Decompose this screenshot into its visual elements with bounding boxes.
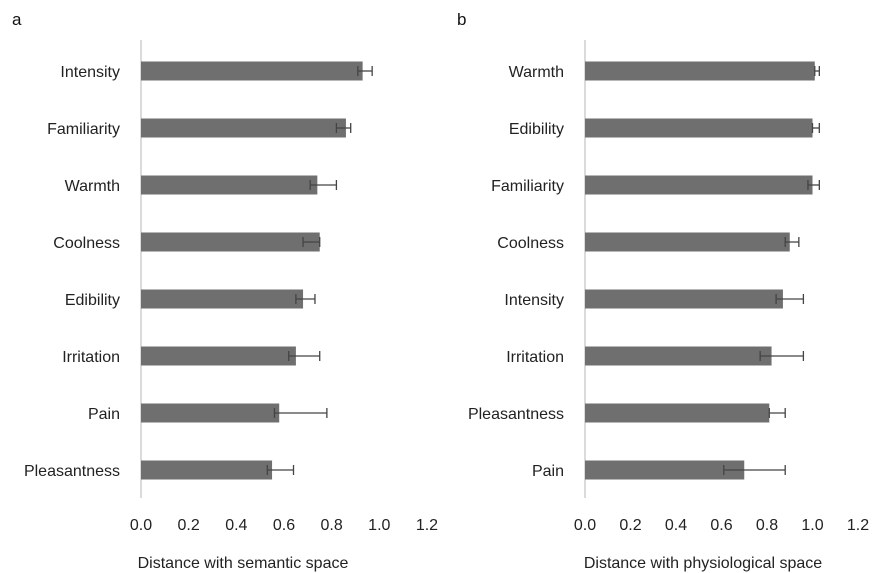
bar (585, 232, 790, 252)
error-bar (273, 408, 328, 418)
category-label: Edibility (509, 121, 564, 138)
category-label: Irritation (506, 349, 564, 366)
x-axis-title: Distance with semantic space (138, 555, 349, 572)
x-tick-label: 0.4 (225, 517, 247, 534)
x-tick-label: 1.2 (847, 517, 869, 534)
bar (585, 460, 745, 480)
category-label: Intensity (60, 64, 120, 81)
category-label: Intensity (504, 292, 564, 309)
bar (585, 118, 813, 138)
error-bar (768, 408, 786, 418)
bar (141, 175, 318, 195)
x-tick-label: 0.6 (710, 517, 732, 534)
x-tick-label: 1.0 (368, 517, 390, 534)
bar (585, 346, 772, 366)
bar (141, 403, 280, 423)
x-tick-label: 0.2 (619, 517, 641, 534)
error-bar (266, 465, 295, 475)
x-tick-label: 0.0 (574, 517, 596, 534)
x-tick-label: 0.6 (273, 517, 295, 534)
category-label: Pleasantness (24, 463, 120, 480)
bar (141, 289, 304, 309)
category-label: Edibility (65, 292, 120, 309)
category-label: Warmth (509, 64, 564, 81)
error-bar (302, 237, 321, 247)
bar (585, 289, 783, 309)
error-bar (775, 294, 805, 304)
error-bar (309, 180, 338, 190)
category-label: Pleasantness (468, 406, 564, 423)
category-label: Pain (88, 406, 120, 423)
x-axis-title: Distance with physiological space (584, 555, 822, 572)
x-tick-label: 0.2 (178, 517, 200, 534)
category-label: Warmth (65, 178, 120, 195)
bar (585, 175, 813, 195)
panel-letter: a (12, 10, 22, 29)
category-label: Familiarity (47, 121, 120, 138)
category-label: Familiarity (491, 178, 564, 195)
error-bar (295, 294, 316, 304)
bar (141, 232, 320, 252)
error-bar (807, 180, 820, 190)
x-tick-label: 1.2 (416, 517, 438, 534)
bar (585, 403, 770, 423)
x-tick-label: 0.0 (130, 517, 152, 534)
bar (141, 61, 363, 81)
error-bar (288, 351, 321, 361)
bar (141, 346, 296, 366)
bar (585, 61, 815, 81)
error-bar (814, 66, 820, 76)
x-tick-label: 0.8 (321, 517, 343, 534)
category-label: Irritation (62, 349, 120, 366)
error-bar (784, 237, 800, 247)
x-tick-label: 0.4 (665, 517, 687, 534)
category-label: Coolness (53, 235, 120, 252)
x-tick-label: 0.8 (756, 517, 778, 534)
error-bar (811, 123, 820, 133)
x-tick-label: 1.0 (801, 517, 823, 534)
category-label: Coolness (497, 235, 564, 252)
bar (141, 118, 346, 138)
error-bar (759, 351, 805, 361)
bar (141, 460, 273, 480)
panel-a: a Distance with semantic space 0.0 0.2 0.4… (12, 10, 438, 572)
error-bar (357, 66, 373, 76)
category-label: Pain (532, 463, 564, 480)
panel-b: b Distance with physiological space 0.0 0… (457, 10, 869, 572)
panel-letter: b (457, 10, 466, 29)
error-bar (723, 465, 786, 475)
error-bar (335, 123, 352, 133)
